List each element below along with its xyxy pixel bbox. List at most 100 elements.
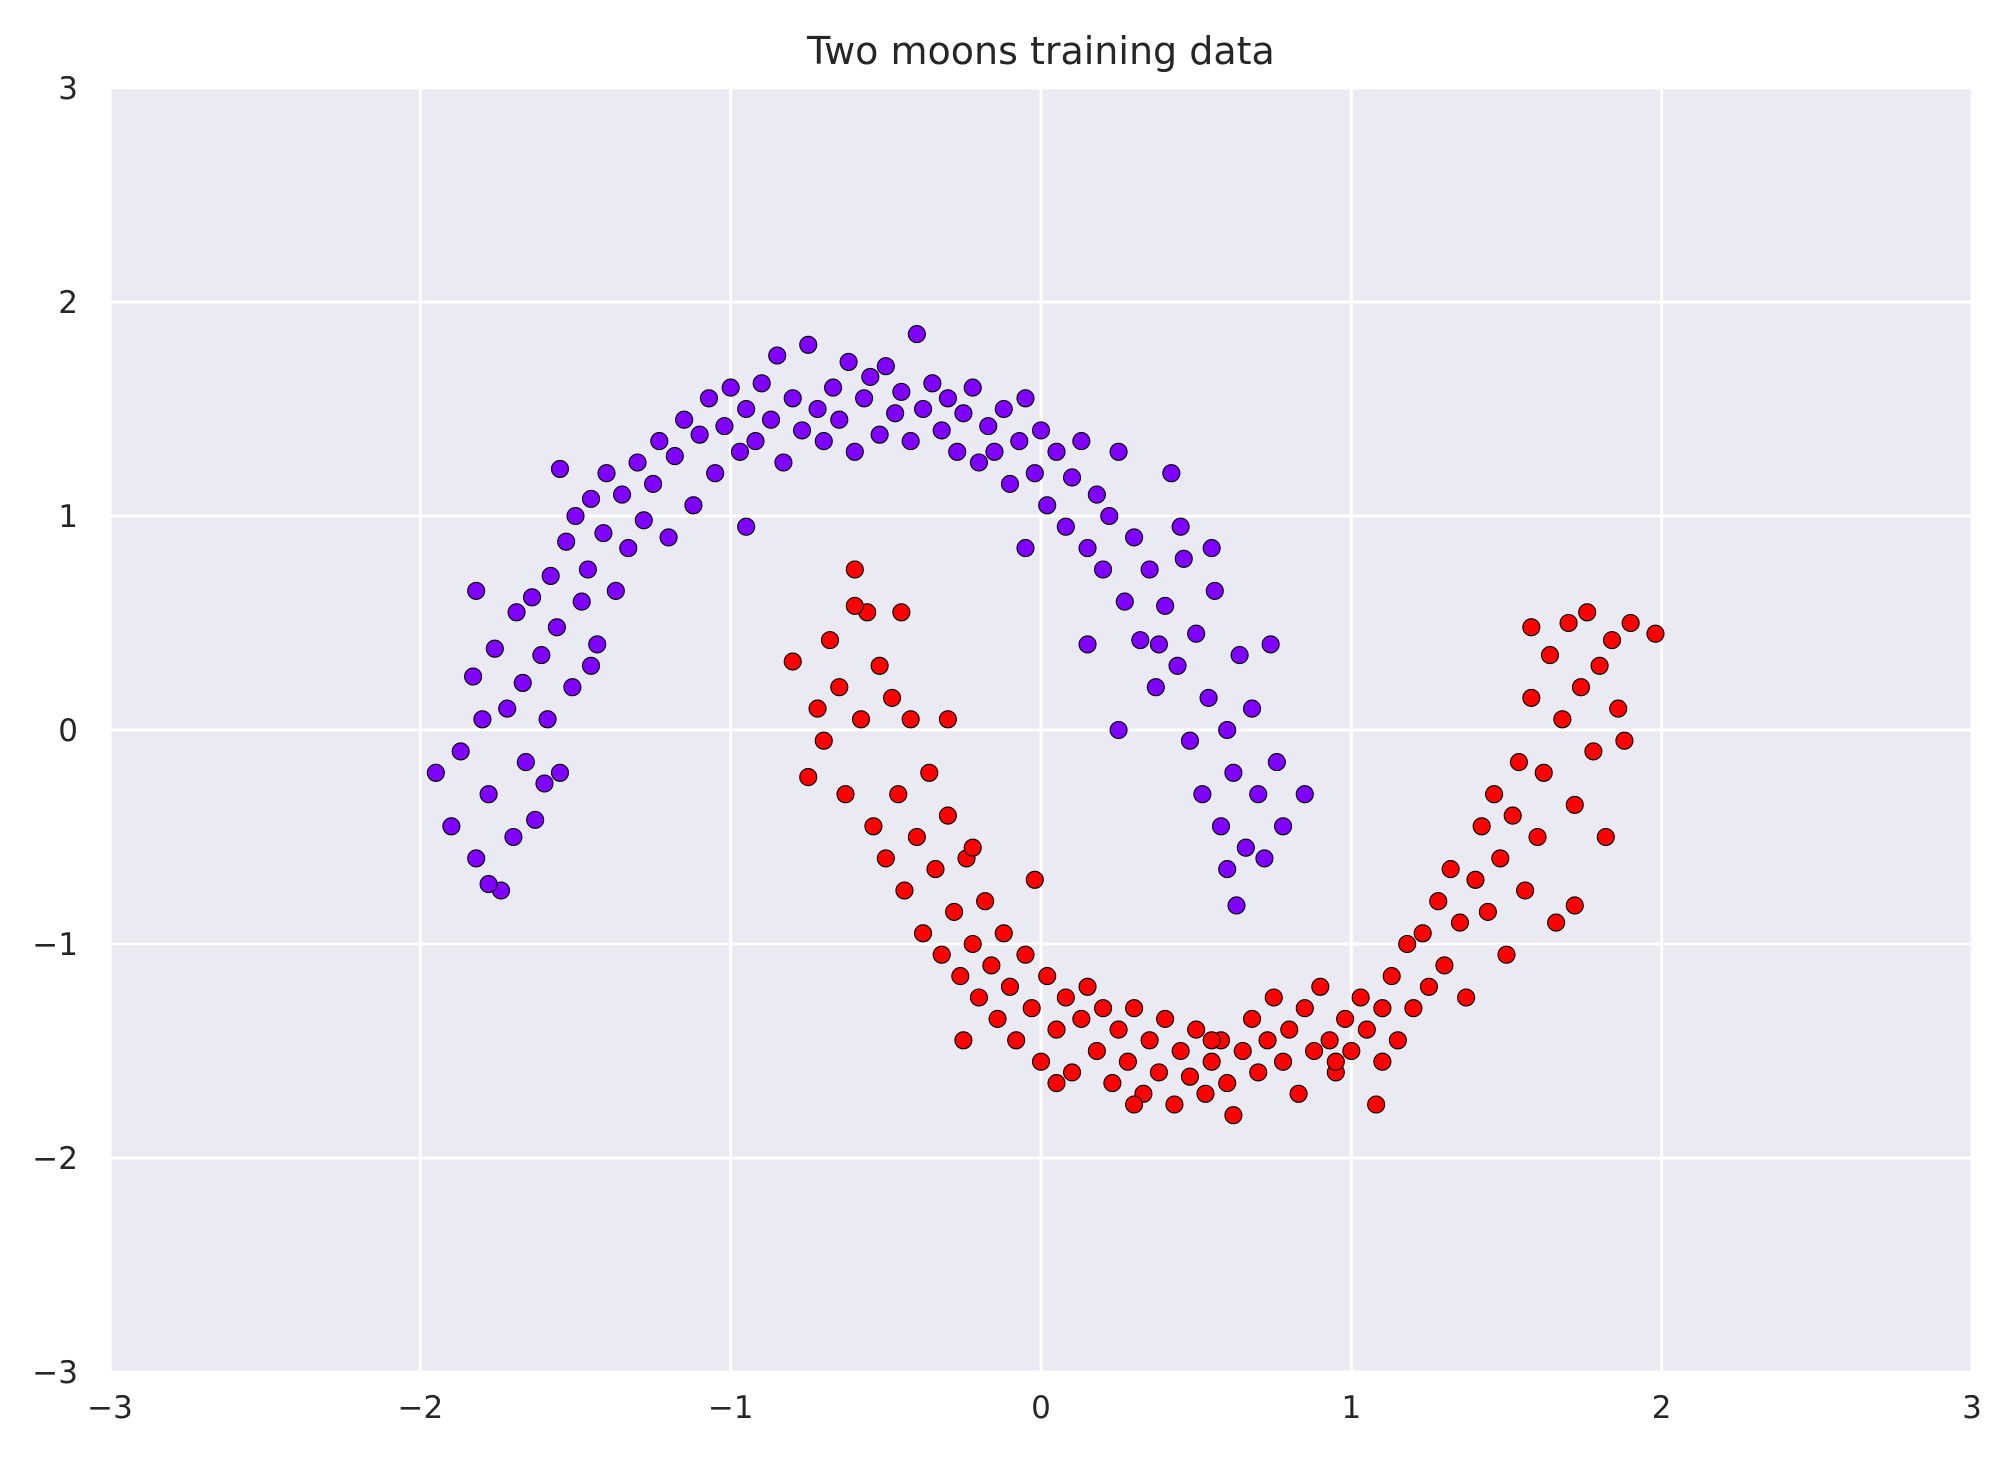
data-point-class-0 xyxy=(1162,464,1181,483)
data-point-class-0 xyxy=(479,785,498,804)
data-point-class-0 xyxy=(1156,596,1175,615)
data-point-class-0 xyxy=(699,389,718,408)
data-point-class-0 xyxy=(426,763,445,782)
data-point-class-0 xyxy=(1000,474,1020,493)
data-point-class-0 xyxy=(746,432,765,451)
data-point-class-1 xyxy=(951,967,970,986)
data-point-class-0 xyxy=(1078,539,1097,558)
data-point-class-1 xyxy=(870,656,889,675)
y-tick-labels: −3 −2 −1 0 1 2 3 xyxy=(32,71,78,1391)
data-point-class-0 xyxy=(606,581,625,600)
data-point-class-0 xyxy=(1115,592,1134,611)
data-point-class-1 xyxy=(1022,999,1041,1018)
chart-title: Two moons training data xyxy=(806,29,1275,73)
data-point-class-0 xyxy=(1038,496,1057,515)
data-point-class-0 xyxy=(706,464,725,483)
data-point-class-0 xyxy=(547,618,566,637)
data-point-class-0 xyxy=(901,432,920,451)
data-point-class-1 xyxy=(895,881,914,900)
data-point-class-0 xyxy=(1094,560,1113,579)
data-points xyxy=(426,325,1665,1125)
data-point-class-0 xyxy=(1255,849,1274,868)
data-point-class-0 xyxy=(619,539,638,558)
data-point-class-0 xyxy=(938,389,957,408)
data-point-class-1 xyxy=(932,945,951,964)
data-point-class-1 xyxy=(799,768,818,787)
data-point-class-1 xyxy=(1516,881,1535,900)
data-point-class-0 xyxy=(994,399,1013,419)
data-point-class-0 xyxy=(1072,432,1091,451)
data-point-class-0 xyxy=(768,346,787,365)
data-point-class-0 xyxy=(467,581,486,600)
data-point-class-0 xyxy=(485,639,504,658)
data-point-class-0 xyxy=(1180,731,1200,750)
data-point-class-0 xyxy=(541,566,560,585)
data-point-class-1 xyxy=(1404,999,1423,1018)
data-point-class-1 xyxy=(994,924,1013,943)
data-point-class-1 xyxy=(1109,1020,1128,1039)
data-point-class-0 xyxy=(1242,699,1262,718)
data-point-class-1 xyxy=(1478,902,1497,921)
data-point-class-0 xyxy=(886,404,905,423)
data-point-class-0 xyxy=(479,875,498,894)
data-point-class-0 xyxy=(578,560,597,579)
data-point-class-1 xyxy=(1565,896,1584,915)
data-point-class-1 xyxy=(1047,1074,1066,1093)
data-point-class-1 xyxy=(1056,988,1075,1007)
data-point-class-0 xyxy=(1016,389,1035,408)
data-point-class-1 xyxy=(1140,1031,1159,1050)
data-point-class-1 xyxy=(1534,763,1553,782)
data-point-class-0 xyxy=(1025,464,1044,483)
data-point-class-1 xyxy=(1274,1052,1293,1071)
data-point-class-0 xyxy=(684,496,703,515)
data-point-class-1 xyxy=(1320,1031,1339,1050)
data-point-class-1 xyxy=(1373,1052,1392,1071)
data-point-class-0 xyxy=(507,603,526,622)
data-point-class-0 xyxy=(870,425,889,444)
data-point-class-1 xyxy=(1472,817,1491,836)
data-point-class-1 xyxy=(1171,1041,1190,1061)
data-point-class-0 xyxy=(513,673,532,692)
data-point-class-1 xyxy=(1522,618,1541,637)
data-point-class-0 xyxy=(504,827,523,847)
data-point-class-1 xyxy=(1165,1095,1184,1114)
data-point-class-0 xyxy=(532,646,551,665)
data-point-class-0 xyxy=(1031,421,1051,440)
data-point-class-1 xyxy=(1503,806,1522,825)
data-point-class-1 xyxy=(1491,849,1510,868)
data-point-class-0 xyxy=(1047,442,1066,461)
data-point-class-1 xyxy=(1342,1041,1361,1061)
data-point-class-1 xyxy=(1528,827,1547,847)
data-point-class-1 xyxy=(820,631,840,650)
data-point-class-1 xyxy=(938,806,957,825)
data-point-class-1 xyxy=(814,731,833,750)
data-point-class-0 xyxy=(572,592,591,611)
data-point-class-0 xyxy=(876,357,895,376)
data-point-class-0 xyxy=(1140,560,1159,579)
data-point-class-0 xyxy=(1218,860,1237,879)
data-point-class-0 xyxy=(1267,753,1286,772)
data-point-class-1 xyxy=(920,763,939,782)
data-point-class-1 xyxy=(914,924,933,943)
data-point-class-1 xyxy=(1571,678,1591,697)
x-tick-label: 2 xyxy=(1652,1390,1672,1426)
data-point-class-0 xyxy=(737,399,756,419)
x-tick-label: −3 xyxy=(87,1390,133,1426)
data-point-class-0 xyxy=(634,511,653,530)
data-point-class-1 xyxy=(1156,1009,1175,1028)
data-point-class-1 xyxy=(1485,785,1504,804)
data-point-class-0 xyxy=(752,374,771,393)
data-point-class-1 xyxy=(1249,1063,1268,1082)
data-point-class-0 xyxy=(581,656,601,675)
data-point-class-0 xyxy=(1168,656,1187,675)
data-point-class-1 xyxy=(1522,688,1541,707)
data-point-class-0 xyxy=(550,763,570,782)
data-point-class-0 xyxy=(563,678,582,697)
data-point-class-1 xyxy=(1584,742,1603,761)
data-point-class-1 xyxy=(1258,1031,1277,1050)
data-point-class-1 xyxy=(1435,956,1454,975)
data-point-class-0 xyxy=(1109,442,1128,461)
data-point-class-1 xyxy=(1125,999,1144,1018)
data-point-class-1 xyxy=(882,688,902,707)
